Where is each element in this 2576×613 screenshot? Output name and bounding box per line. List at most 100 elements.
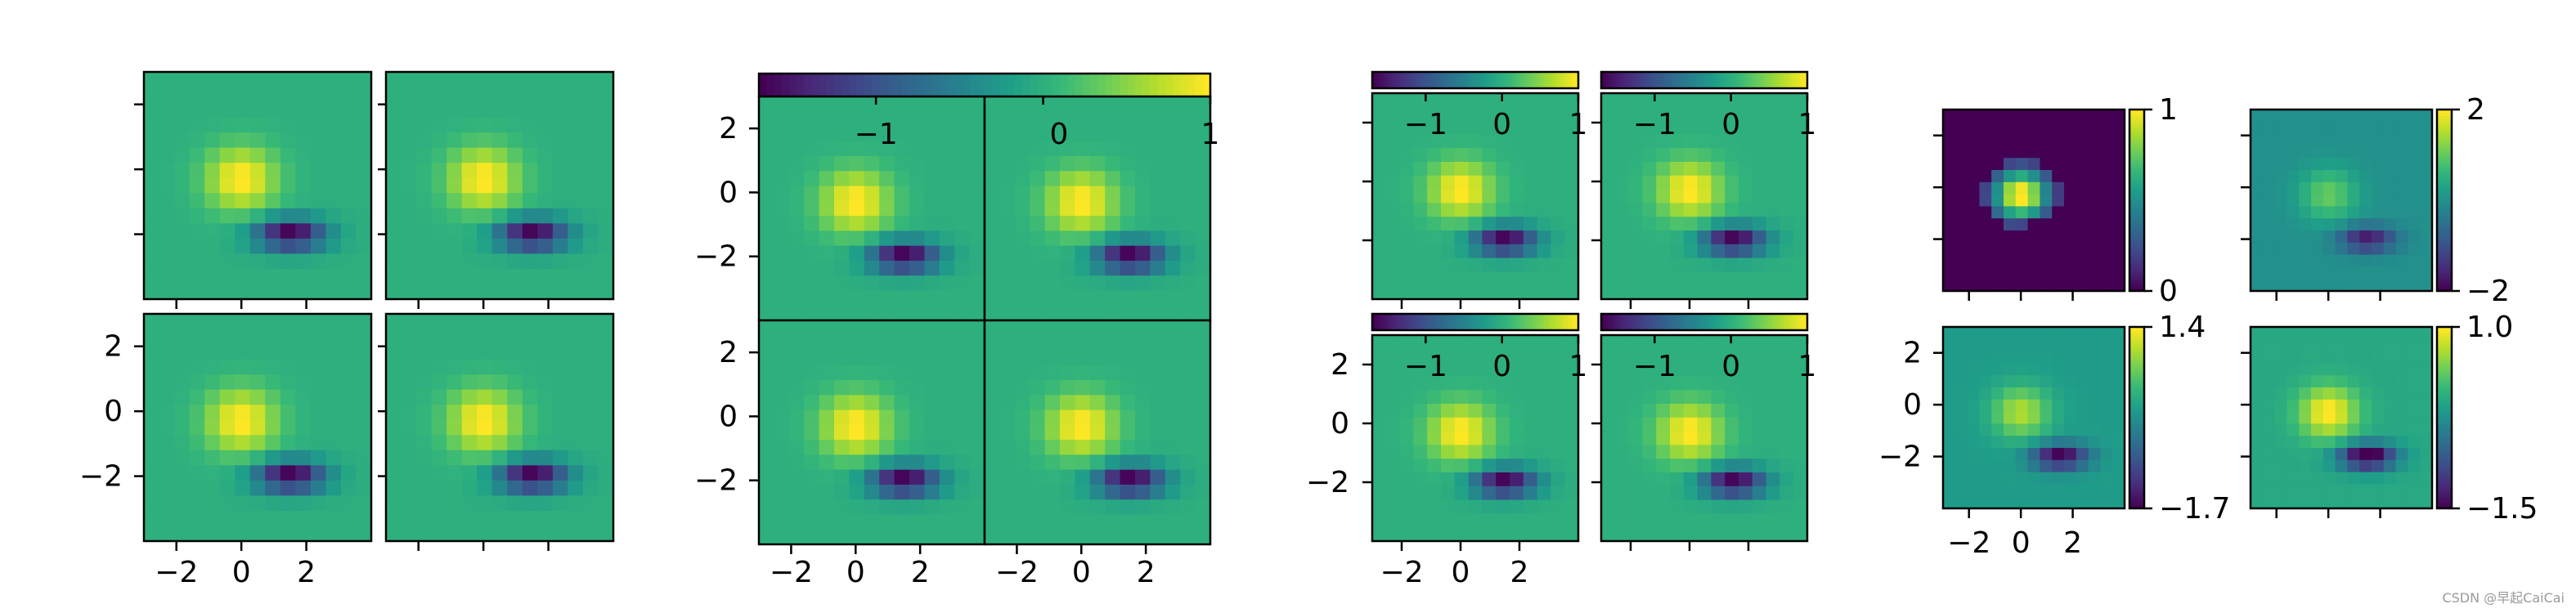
heat-cell xyxy=(834,216,850,231)
heat-cell xyxy=(2088,145,2101,159)
heat-cell xyxy=(1089,529,1106,545)
heat-cell xyxy=(2027,375,2040,388)
heat-cell xyxy=(1060,156,1075,172)
heat-cell xyxy=(1454,472,1470,487)
heat-cell xyxy=(1427,162,1442,177)
heat-cell xyxy=(2347,158,2360,171)
heat-cell xyxy=(1739,513,1753,528)
colorbar-cell xyxy=(2437,151,2452,156)
heat-cell xyxy=(325,480,342,496)
heat-cell xyxy=(969,499,985,516)
heat-cell xyxy=(1697,445,1712,459)
heat-cell xyxy=(1642,148,1657,163)
heat-cell xyxy=(834,335,850,351)
heat-cell xyxy=(939,424,955,441)
heat-cell xyxy=(416,526,433,542)
heat-cell xyxy=(1739,148,1753,163)
heat-cell xyxy=(864,111,880,128)
heat-cell xyxy=(1537,244,1551,259)
heat-cell xyxy=(310,510,326,527)
heat-cell xyxy=(2076,399,2089,413)
heat-cell xyxy=(189,495,205,512)
heat-cell xyxy=(924,141,940,157)
colorbar-cell xyxy=(2437,472,2452,476)
colorbar-tick-label: 1.0 xyxy=(2466,311,2513,344)
heat-cell xyxy=(204,359,221,375)
heat-cell xyxy=(1537,189,1551,204)
colorbar-cell xyxy=(2129,160,2144,165)
heat-cell xyxy=(1120,186,1136,202)
heat-cell xyxy=(2064,266,2077,280)
heat-cell xyxy=(1030,245,1046,262)
heat-cell xyxy=(1180,260,1196,276)
heat-cell xyxy=(507,193,523,209)
heat-cell xyxy=(522,450,538,466)
heat-cell xyxy=(447,102,463,119)
heat-cell xyxy=(1697,189,1712,204)
heat-cell xyxy=(1642,175,1657,190)
colorbar-cell xyxy=(2129,354,2144,358)
heat-cell xyxy=(1372,390,1387,405)
heat-cell xyxy=(2251,411,2264,424)
colorbar-cell xyxy=(2437,378,2452,383)
heat-cell xyxy=(340,495,357,512)
heat-cell xyxy=(954,350,971,366)
heat-cell xyxy=(2100,423,2113,436)
colorbar-cell xyxy=(1527,72,1531,88)
heat-cell xyxy=(265,419,281,436)
heat-cell xyxy=(849,111,865,128)
heat-cell xyxy=(1482,362,1497,377)
heat-cell xyxy=(1779,257,1794,272)
heat-cell xyxy=(879,454,895,471)
heat-cell xyxy=(939,469,955,485)
colorbar-cell xyxy=(1461,314,1465,330)
heat-cell xyxy=(1044,499,1061,516)
colorbar-cell xyxy=(2129,342,2144,346)
heat-cell xyxy=(2322,351,2336,364)
heat-cell xyxy=(1739,431,1753,445)
heat-cell xyxy=(1537,285,1551,300)
heat-cell xyxy=(819,216,835,231)
heat-cell xyxy=(864,186,880,202)
heat-cell xyxy=(1614,348,1630,364)
heat-cell xyxy=(522,435,538,451)
heat-cell xyxy=(1711,217,1726,231)
heat-cell xyxy=(1752,257,1767,272)
heat-cell xyxy=(1089,320,1106,336)
heat-cell xyxy=(1614,285,1630,300)
colorbar-cell xyxy=(1437,72,1442,88)
heat-cell xyxy=(969,96,985,112)
heat-cell xyxy=(235,268,251,285)
heat-cell xyxy=(477,117,493,133)
heat-cell xyxy=(2088,338,2101,352)
heat-cell xyxy=(1601,230,1616,245)
heat-cell xyxy=(834,454,850,471)
heat-cell xyxy=(2015,448,2029,461)
heat-cell xyxy=(1779,285,1794,300)
heat-cell xyxy=(2299,194,2312,207)
heat-cell xyxy=(2335,170,2348,183)
heat-cell xyxy=(1697,513,1712,528)
heat-cell xyxy=(356,208,372,224)
heatmap-panel xyxy=(2249,325,2434,510)
heat-cell xyxy=(507,238,523,254)
heat-cell xyxy=(204,329,221,345)
heat-cell xyxy=(2064,459,2077,473)
heat-cell xyxy=(340,117,357,133)
heat-cell xyxy=(204,87,221,103)
heat-cell xyxy=(265,284,281,300)
heat-cell xyxy=(249,374,266,391)
heat-cell xyxy=(939,380,955,396)
colorbar-cell xyxy=(1557,72,1562,88)
heat-cell xyxy=(416,480,433,496)
heat-cell xyxy=(1697,217,1712,231)
heat-cell xyxy=(849,365,865,381)
colorbar-cell xyxy=(1663,314,1667,330)
colorbar-cell xyxy=(2129,466,2144,470)
heat-cell xyxy=(2004,411,2017,424)
heat-cell xyxy=(1614,93,1630,108)
heat-cell xyxy=(1195,305,1211,321)
heat-cell xyxy=(879,514,895,530)
heat-cell xyxy=(477,526,493,542)
heat-cell xyxy=(1656,162,1671,177)
